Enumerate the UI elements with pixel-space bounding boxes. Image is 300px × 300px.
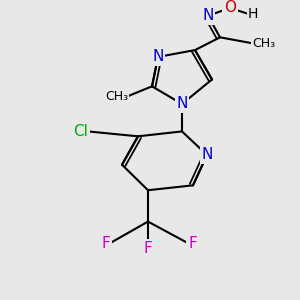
Text: O: O xyxy=(224,0,236,15)
Text: F: F xyxy=(144,241,152,256)
Text: Cl: Cl xyxy=(73,124,88,139)
Text: N: N xyxy=(176,97,188,112)
Text: N: N xyxy=(152,50,164,64)
Text: F: F xyxy=(101,236,110,251)
Text: F: F xyxy=(188,236,197,251)
Text: CH₃: CH₃ xyxy=(252,37,275,50)
Text: N: N xyxy=(201,147,213,162)
Text: N: N xyxy=(202,8,214,23)
Text: H: H xyxy=(248,7,258,21)
Text: CH₃: CH₃ xyxy=(105,90,128,103)
